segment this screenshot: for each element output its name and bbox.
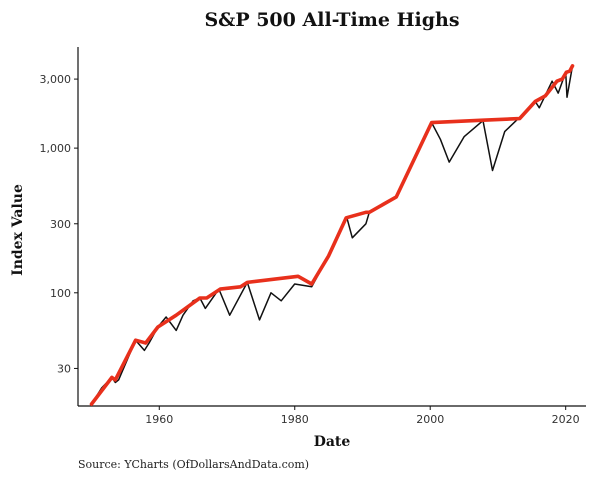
- x-tick-label: 2020: [552, 413, 580, 426]
- source-caption: Source: YCharts (OfDollarsAndData.com): [78, 458, 309, 471]
- x-tick-label: 1960: [145, 413, 173, 426]
- x-ticks: 1960 1980 2000 2020: [145, 406, 580, 426]
- y-axis-title: Index Value: [10, 184, 26, 276]
- y-tick-label: 1,000: [40, 142, 72, 155]
- plot-area: [89, 64, 575, 406]
- all-time-high-line: [89, 64, 575, 406]
- y-tick-label: 300: [50, 218, 71, 231]
- y-tick-label: 100: [50, 287, 71, 300]
- y-ticks: 30 100 300 1,000 3,000: [40, 73, 78, 375]
- y-tick-label: 30: [57, 362, 71, 375]
- x-axis-title: Date: [314, 434, 351, 450]
- x-tick-label: 2000: [416, 413, 444, 426]
- chart-title: S&P 500 All-Time Highs: [204, 9, 459, 31]
- y-tick-label: 3,000: [40, 73, 72, 86]
- price-line: [90, 65, 574, 405]
- x-tick-label: 1980: [281, 413, 309, 426]
